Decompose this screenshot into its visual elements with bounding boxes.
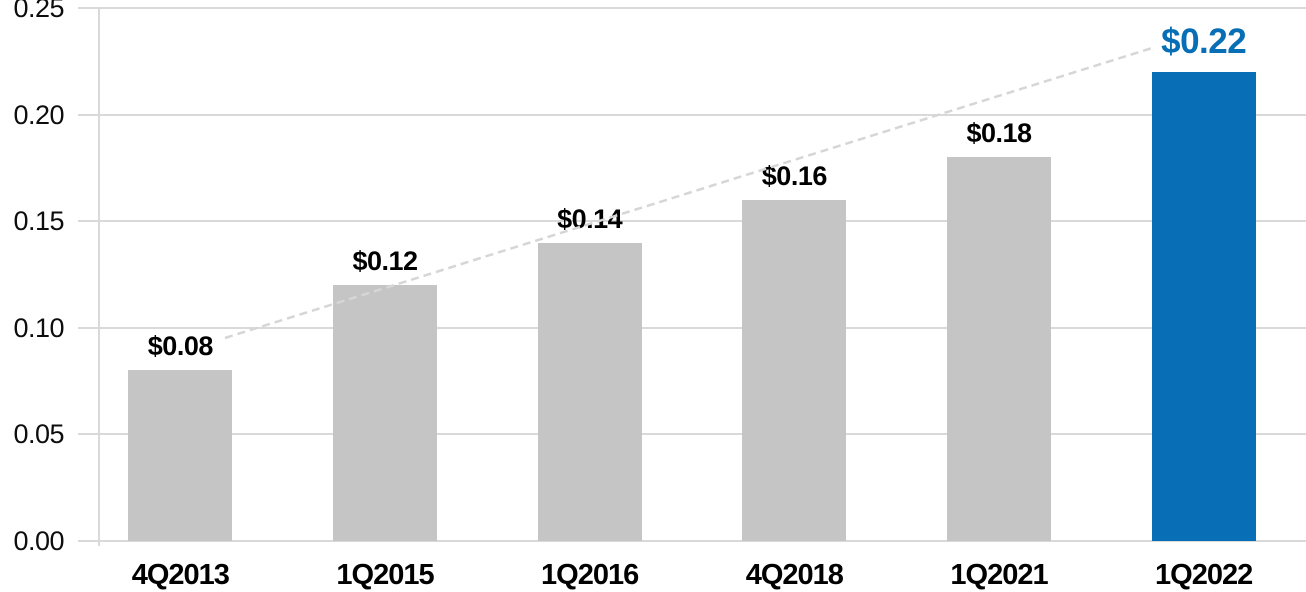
- bar-1Q2022: [1151, 71, 1256, 541]
- y-axis-tick-label: 0.05: [13, 419, 64, 450]
- bar-1Q2021: [947, 157, 1051, 541]
- gridline: [78, 540, 1306, 542]
- x-axis-category-label: 4Q2018: [745, 559, 844, 591]
- bar-value-label: $0.16: [761, 160, 828, 191]
- bar-4Q2018: [742, 199, 847, 541]
- y-axis-line: [98, 8, 100, 546]
- bar-value-label: $0.18: [966, 118, 1032, 149]
- x-axis-category-label: 1Q2016: [541, 559, 639, 591]
- gridline: [78, 7, 1306, 9]
- x-axis-category-label: 4Q2013: [131, 559, 230, 591]
- gridline: [78, 113, 1306, 116]
- bar-4Q2013: [128, 370, 233, 541]
- y-axis-tick-label: 0.25: [13, 0, 64, 23]
- y-axis-tick-label: 0.15: [13, 206, 64, 237]
- y-axis-tick-label: 0.20: [13, 99, 64, 130]
- x-axis-category-label: 1Q2015: [336, 559, 434, 591]
- bar-value-label: $0.22: [1161, 21, 1247, 61]
- gridline: [78, 433, 1306, 436]
- x-axis-category-label: 1Q2021: [950, 559, 1048, 591]
- y-axis-tick-label: 0.00: [13, 526, 64, 556]
- bar-value-label: $0.12: [352, 246, 418, 277]
- bar-value-label: $0.14: [557, 203, 623, 234]
- y-axis-tick-label: 0.10: [13, 312, 64, 343]
- gridline: [78, 326, 1306, 329]
- bar-1Q2015: [333, 285, 437, 541]
- bar-value-label: $0.08: [147, 331, 214, 362]
- x-axis-category-label: 1Q2022: [1155, 559, 1253, 591]
- bar-1Q2016: [537, 242, 642, 541]
